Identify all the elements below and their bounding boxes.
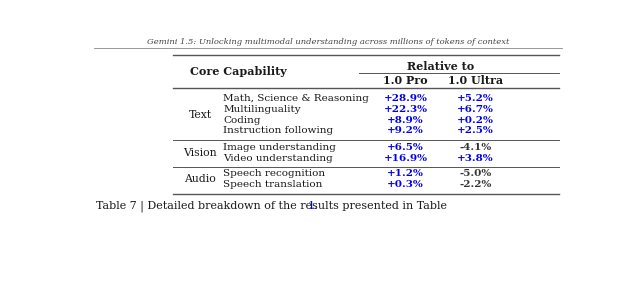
Text: Core Capability: Core Capability xyxy=(191,66,287,77)
Text: Math, Science & Reasoning: Math, Science & Reasoning xyxy=(223,94,369,103)
Text: 1.0 Ultra: 1.0 Ultra xyxy=(448,75,503,86)
Text: +28.9%: +28.9% xyxy=(383,94,428,103)
Text: Table 7 | Detailed breakdown of the results presented in Table: Table 7 | Detailed breakdown of the resu… xyxy=(95,201,450,212)
Text: +6.7%: +6.7% xyxy=(457,105,493,114)
Text: -4.1%: -4.1% xyxy=(459,143,492,152)
Text: Relative to: Relative to xyxy=(407,61,474,72)
Text: +3.8%: +3.8% xyxy=(457,154,493,163)
Text: Vision: Vision xyxy=(183,148,217,158)
Text: Coding: Coding xyxy=(223,116,261,125)
Text: Speech recognition: Speech recognition xyxy=(223,169,326,179)
Text: Multilinguality: Multilinguality xyxy=(223,105,301,114)
Text: +1.2%: +1.2% xyxy=(387,169,424,179)
Text: +2.5%: +2.5% xyxy=(457,126,493,135)
Text: 1.0 Pro: 1.0 Pro xyxy=(383,75,428,86)
Text: -5.0%: -5.0% xyxy=(459,169,492,179)
Text: +8.9%: +8.9% xyxy=(387,116,424,125)
Text: +5.2%: +5.2% xyxy=(457,94,493,103)
Text: Image understanding: Image understanding xyxy=(223,143,336,152)
Text: Instruction following: Instruction following xyxy=(223,126,333,135)
Text: +16.9%: +16.9% xyxy=(383,154,428,163)
Text: +0.2%: +0.2% xyxy=(457,116,493,125)
Text: +22.3%: +22.3% xyxy=(383,105,428,114)
Text: +6.5%: +6.5% xyxy=(387,143,424,152)
Text: Speech translation: Speech translation xyxy=(223,180,323,189)
Text: Audio: Audio xyxy=(184,174,216,184)
Text: +9.2%: +9.2% xyxy=(387,126,424,135)
Text: 1.: 1. xyxy=(308,201,319,211)
Text: Video understanding: Video understanding xyxy=(223,154,333,163)
Text: -2.2%: -2.2% xyxy=(459,180,492,189)
Text: Gemini 1.5: Unlocking multimodal understanding across millions of tokens of cont: Gemini 1.5: Unlocking multimodal underst… xyxy=(147,38,509,46)
Text: Text: Text xyxy=(189,110,212,120)
Text: +0.3%: +0.3% xyxy=(387,180,424,189)
